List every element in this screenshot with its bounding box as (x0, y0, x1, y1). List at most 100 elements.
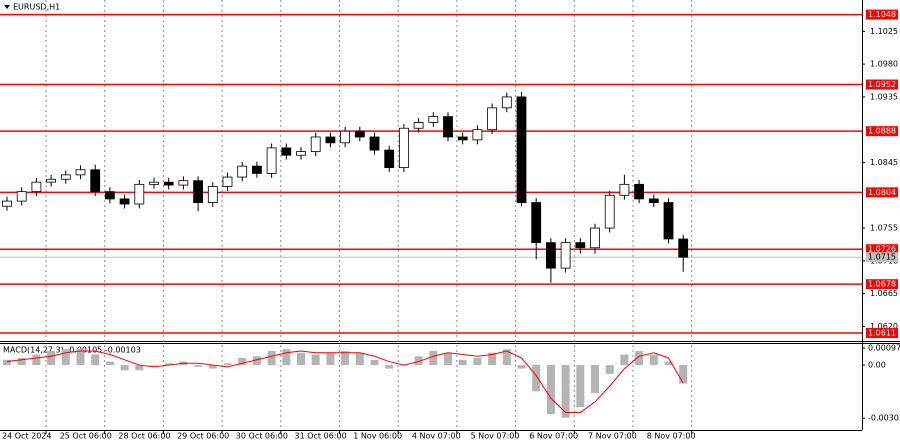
level-tag (866, 126, 898, 137)
x-tick-label: 24 Oct 2024 (2, 432, 51, 441)
macd-bar (429, 351, 438, 366)
candle-body (90, 169, 101, 193)
candle-body (428, 116, 439, 123)
level-tag (866, 244, 898, 255)
macd-bar (355, 352, 364, 366)
macd-bar (502, 349, 511, 366)
candle-body (266, 147, 277, 174)
indicator-title: MACD(14,27,3) -0.00105 -0.00103 (3, 346, 141, 355)
candle-body (134, 183, 145, 205)
macd-bar (150, 365, 158, 366)
macd-bar (664, 361, 673, 366)
candle-body (590, 227, 600, 249)
candle-body (163, 181, 174, 186)
macd-bar (311, 354, 320, 366)
y-tick-label: 1.0755 (870, 224, 898, 233)
candle-body (105, 191, 115, 200)
macd-bar (620, 354, 629, 366)
macd-tick-label: 0.00 (868, 361, 886, 370)
y-tick-label: 1.0935 (870, 92, 898, 101)
macd-bar (47, 351, 56, 366)
candle-body (222, 176, 233, 187)
macd-signal (6, 350, 684, 413)
macd-bar (238, 358, 247, 366)
x-tick-label: 1 Nov 06:00 (353, 432, 402, 441)
macd-bar (32, 354, 41, 366)
macd-bar (341, 351, 350, 366)
candle-body (60, 174, 71, 180)
macd-bar (561, 365, 570, 418)
macd-bar (635, 351, 644, 366)
level-label: 1.0678 (868, 280, 896, 289)
y-tick-label: 1.0980 (870, 60, 898, 69)
candle-body (487, 107, 498, 131)
last-price-label: 1.0715 (868, 253, 896, 262)
x-tick-label: 4 Nov 07:00 (412, 432, 461, 441)
level-label: 1.0804 (868, 188, 896, 197)
macd-bar (252, 356, 261, 366)
candle-body (281, 147, 292, 156)
candle-body (634, 183, 644, 200)
level-label: 1.0726 (868, 245, 896, 254)
level-label: 1.0888 (868, 127, 896, 136)
macd-bar (532, 365, 541, 392)
last-price-tag (866, 252, 898, 263)
level-label: 1.0611 (868, 328, 896, 337)
macd-bar (135, 365, 144, 371)
candle-body (678, 238, 689, 258)
macd-bar (164, 363, 173, 366)
macd-bar (267, 351, 276, 366)
x-tick-label: 6 Nov 07:00 (529, 432, 578, 441)
candle-body (207, 186, 218, 203)
level-label: 1.1048 (868, 10, 896, 19)
candle-body (325, 136, 336, 144)
macd-bar (414, 356, 423, 366)
macd-bar (223, 363, 232, 366)
macd-bar (679, 365, 688, 384)
candle-body (16, 191, 27, 202)
macd-bar (61, 349, 70, 366)
candle-body (2, 200, 12, 207)
candle-body (369, 136, 380, 151)
macd-bar (649, 354, 658, 366)
candle-body (443, 116, 453, 138)
macd-bar (91, 354, 100, 366)
macd-bar (591, 365, 599, 394)
candle-body (619, 183, 630, 196)
macd-bar (576, 365, 585, 408)
candle-body (251, 165, 262, 174)
symbol-menu-arrow[interactable] (4, 5, 10, 9)
macd-bar (473, 358, 482, 366)
macd-bar (120, 365, 129, 371)
candle-body (193, 180, 204, 203)
candle-body (546, 242, 556, 269)
candle-body (178, 180, 189, 186)
candle-body (384, 149, 395, 168)
x-tick-label: 5 Nov 07:00 (471, 432, 520, 441)
candle-body (340, 130, 351, 144)
x-tick-label: 8 Nov 07:00 (647, 432, 696, 441)
macd-bar (326, 352, 335, 366)
candle-body (575, 242, 586, 249)
y-tick-label: 1.1025 (870, 27, 898, 36)
candle-body (472, 129, 483, 141)
level-tag (866, 79, 898, 90)
candle-body (648, 198, 659, 203)
candle-body (119, 198, 130, 205)
level-tag (866, 9, 898, 20)
macd-bar (458, 359, 467, 366)
candle-body (413, 122, 424, 129)
candle-body (31, 181, 42, 193)
level-tag (866, 279, 898, 290)
macd-bar (488, 352, 497, 366)
macd-bar (3, 359, 11, 366)
macd-bar (546, 365, 555, 415)
x-tick-label: 30 Oct 06:00 (236, 432, 288, 441)
candle-body (398, 127, 409, 168)
candle-body (663, 202, 674, 240)
symbol-label: EURUSD,H1 (13, 3, 60, 12)
x-tick-label: 7 Nov 07:00 (588, 432, 637, 441)
candle-body (604, 194, 615, 229)
macd-bar (385, 365, 394, 369)
